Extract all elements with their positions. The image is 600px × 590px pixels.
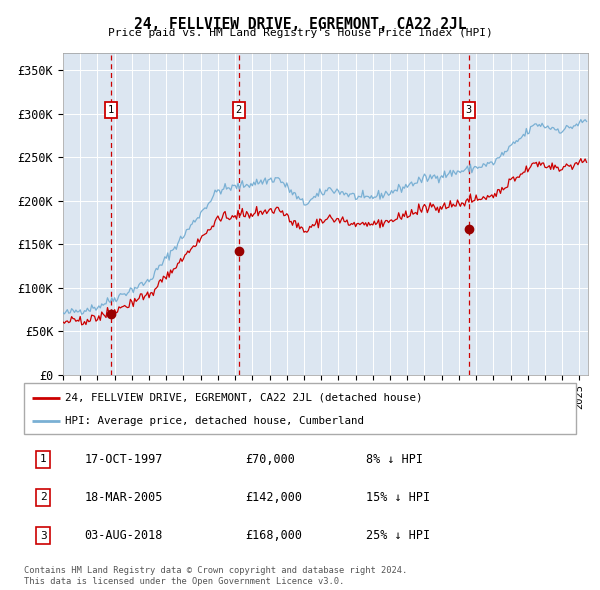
Text: 2: 2 xyxy=(40,493,47,503)
Text: 24, FELLVIEW DRIVE, EGREMONT, CA22 2JL (detached house): 24, FELLVIEW DRIVE, EGREMONT, CA22 2JL (… xyxy=(65,392,423,402)
Text: 3: 3 xyxy=(40,530,47,540)
Text: 15% ↓ HPI: 15% ↓ HPI xyxy=(366,491,430,504)
Text: £142,000: £142,000 xyxy=(245,491,302,504)
Text: 3: 3 xyxy=(466,104,472,114)
Text: 8% ↓ HPI: 8% ↓ HPI xyxy=(366,453,423,466)
Text: HPI: Average price, detached house, Cumberland: HPI: Average price, detached house, Cumb… xyxy=(65,416,364,426)
Text: Contains HM Land Registry data © Crown copyright and database right 2024.
This d: Contains HM Land Registry data © Crown c… xyxy=(24,566,407,586)
Text: 18-MAR-2005: 18-MAR-2005 xyxy=(85,491,163,504)
Text: Price paid vs. HM Land Registry's House Price Index (HPI): Price paid vs. HM Land Registry's House … xyxy=(107,28,493,38)
Text: 1: 1 xyxy=(40,454,47,464)
Text: 25% ↓ HPI: 25% ↓ HPI xyxy=(366,529,430,542)
Text: 1: 1 xyxy=(108,104,114,114)
Text: 03-AUG-2018: 03-AUG-2018 xyxy=(85,529,163,542)
Text: 24, FELLVIEW DRIVE, EGREMONT, CA22 2JL: 24, FELLVIEW DRIVE, EGREMONT, CA22 2JL xyxy=(134,17,466,31)
Text: £168,000: £168,000 xyxy=(245,529,302,542)
FancyBboxPatch shape xyxy=(24,384,576,434)
Text: 17-OCT-1997: 17-OCT-1997 xyxy=(85,453,163,466)
Text: 2: 2 xyxy=(236,104,242,114)
Text: £70,000: £70,000 xyxy=(245,453,295,466)
